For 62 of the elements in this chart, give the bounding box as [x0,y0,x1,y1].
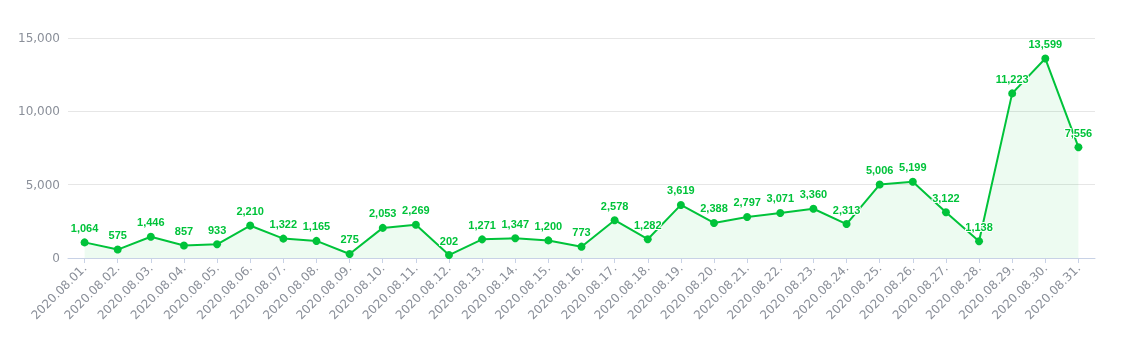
point [908,177,917,186]
data-label: 2,578 [600,199,629,212]
point [312,236,321,245]
data-label: 5,199 [899,161,927,174]
point [643,235,652,244]
y-tick-label: 10,000 [18,104,60,119]
y-tick-label: 15,000 [18,31,60,45]
point [610,216,619,225]
point [146,232,155,241]
point [776,208,785,217]
point [411,220,420,229]
data-label: 1,322 [269,218,298,231]
point [378,223,387,232]
point [1074,143,1083,152]
data-label: 1,271 [468,218,496,231]
data-label: 202 [439,234,459,247]
point [676,200,685,209]
data-label: 1,446 [137,216,165,229]
data-label: 13,599 [1028,38,1063,51]
point [842,220,851,229]
point [875,180,884,189]
point [246,221,255,230]
point [478,235,487,244]
point [1008,89,1017,98]
point [809,204,818,213]
data-label: 857 [174,224,194,237]
point [743,212,752,221]
point [345,249,354,258]
point [975,237,984,246]
point [577,242,586,251]
data-label: 2,388 [700,202,728,215]
point [80,238,89,247]
point [279,234,288,243]
data-label: 1,347 [501,217,530,230]
point [179,241,188,250]
data-label: 2,210 [236,205,264,218]
data-label: 773 [572,226,591,239]
data-label: 5,006 [865,164,894,177]
data-label: 1,200 [534,219,563,232]
point [1041,54,1050,63]
data-label: 3,360 [799,188,828,201]
data-label: 2,797 [733,196,761,209]
data-label: 3,122 [932,191,960,204]
data-label: 1,064 [70,221,100,234]
point [544,236,553,245]
data-label: 575 [108,229,127,242]
y-tick-label: 0 [52,251,60,265]
data-label: 1,165 [302,220,331,233]
data-label: 2,269 [402,204,430,217]
data-label: 2,053 [368,207,397,220]
data-label: 3,619 [667,184,695,197]
point [444,251,453,260]
data-label: 3,071 [766,192,795,205]
point [213,240,222,249]
data-label: 275 [340,233,359,246]
y-tick-label: 5,000 [25,177,60,192]
point [941,208,950,217]
point [511,234,520,243]
point [710,218,719,227]
point [113,245,122,254]
data-label: 933 [207,223,227,236]
data-label: 1,282 [633,218,662,231]
